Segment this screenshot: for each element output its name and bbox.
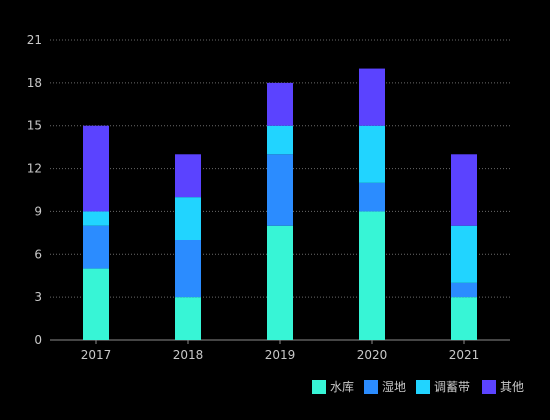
x-tick-label-2019: 2019 bbox=[265, 348, 296, 362]
x-tick-label-2018: 2018 bbox=[173, 348, 204, 362]
y-tick-label: 18 bbox=[27, 76, 42, 90]
bar-segment-2019-0 bbox=[267, 225, 293, 340]
y-axis-ticks: 0 3 6 9 12 15 18 21 bbox=[27, 33, 42, 347]
bar-segment-2017-3 bbox=[83, 125, 109, 212]
y-tick-label: 9 bbox=[34, 204, 42, 218]
legend-label: 调蓄带 bbox=[434, 380, 470, 394]
legend-item-1[interactable]: 湿地 bbox=[364, 379, 406, 394]
x-axis-ticks: 2017 2018 2019 2020 2021 bbox=[81, 340, 480, 362]
x-tick-label-2017: 2017 bbox=[81, 348, 112, 362]
bars bbox=[83, 68, 477, 340]
legend-label: 水库 bbox=[330, 379, 354, 394]
bar-segment-2020-1 bbox=[359, 182, 385, 212]
bar-segment-2017-0 bbox=[83, 268, 109, 340]
bar-segment-2018-1 bbox=[175, 240, 201, 298]
legend: 水库 湿地 调蓄带 其他 bbox=[312, 379, 524, 394]
bar-segment-2021-2 bbox=[451, 225, 477, 283]
bar-segment-2017-2 bbox=[83, 211, 109, 226]
bar-segment-2020-0 bbox=[359, 211, 385, 340]
bar-segment-2021-3 bbox=[451, 154, 477, 226]
x-tick-label-2021: 2021 bbox=[449, 348, 480, 362]
bar-segment-2019-2 bbox=[267, 125, 293, 155]
legend-swatch bbox=[364, 380, 378, 394]
bar-segment-2021-1 bbox=[451, 282, 477, 298]
y-tick-label: 12 bbox=[27, 162, 42, 176]
legend-swatch bbox=[416, 380, 430, 394]
legend-item-0[interactable]: 水库 bbox=[312, 379, 354, 394]
bar-segment-2021-0 bbox=[451, 297, 477, 340]
legend-item-2[interactable]: 调蓄带 bbox=[416, 380, 470, 394]
bar-segment-2018-3 bbox=[175, 154, 201, 198]
bar-segment-2020-2 bbox=[359, 125, 385, 183]
legend-swatch bbox=[482, 380, 496, 394]
y-tick-label: 3 bbox=[34, 290, 42, 304]
y-tick-label: 15 bbox=[27, 119, 42, 133]
x-tick-label-2020: 2020 bbox=[357, 348, 388, 362]
bar-segment-2020-3 bbox=[359, 68, 385, 126]
y-tick-label: 0 bbox=[34, 333, 42, 347]
bar-segment-2018-0 bbox=[175, 297, 201, 340]
bar-segment-2017-1 bbox=[83, 225, 109, 269]
legend-swatch bbox=[312, 380, 326, 394]
legend-label: 其他 bbox=[500, 380, 524, 394]
legend-label: 湿地 bbox=[382, 379, 406, 394]
legend-item-3[interactable]: 其他 bbox=[482, 380, 524, 394]
bar-segment-2018-2 bbox=[175, 197, 201, 240]
y-tick-label: 21 bbox=[27, 33, 42, 47]
y-tick-label: 6 bbox=[34, 247, 42, 261]
bar-segment-2019-3 bbox=[267, 82, 293, 126]
bar-segment-2019-1 bbox=[267, 154, 293, 226]
